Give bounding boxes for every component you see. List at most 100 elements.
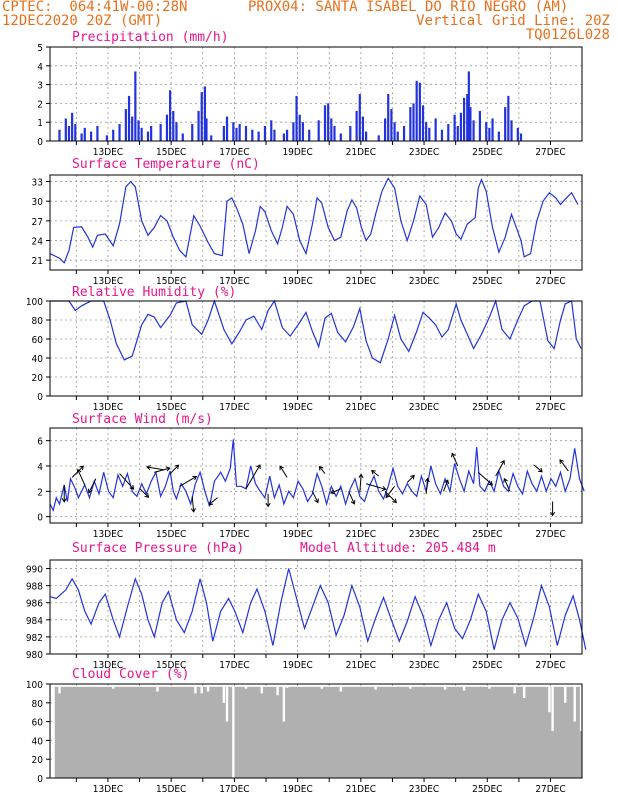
- cloud-gap: [51, 686, 55, 701]
- temp-line: [49, 177, 579, 264]
- precip-bar: [205, 118, 208, 141]
- precip-bar: [333, 125, 336, 141]
- precip-bar: [339, 133, 342, 141]
- precip-bar: [222, 125, 225, 141]
- precip-bar: [491, 118, 494, 141]
- precip-bar: [478, 110, 481, 141]
- rh-title: Relative Humidity (%): [72, 285, 236, 300]
- x-tick-label: 27DEC: [535, 402, 565, 413]
- wind-arrow-head: [330, 489, 336, 495]
- y-tick-label: 4: [37, 62, 43, 73]
- cloud-gap: [194, 686, 197, 694]
- precip-bar: [425, 122, 428, 141]
- rh-frame: [49, 300, 583, 397]
- wind-arrow-head: [87, 488, 93, 494]
- cloud-gap: [112, 686, 115, 689]
- x-tick-label: 25DEC: [472, 276, 502, 287]
- precip-bar: [71, 112, 74, 141]
- wind-title: Surface Wind (m/s): [72, 412, 213, 427]
- y-tick-label: 27: [32, 217, 43, 228]
- cloud-gap: [222, 686, 226, 703]
- y-tick-label: 40: [32, 354, 44, 365]
- wind-arrow-head: [381, 486, 387, 491]
- y-tick-label: 4: [37, 462, 43, 473]
- precip-bar: [244, 125, 248, 141]
- cloud-gap: [282, 686, 286, 722]
- wind-arrow-head: [318, 465, 324, 471]
- x-tick-label: 19DEC: [282, 660, 312, 671]
- y-tick-label: 80: [32, 699, 44, 710]
- cloud-gap: [260, 686, 263, 694]
- y-tick-label: 2: [37, 99, 43, 110]
- x-tick-label: 15DEC: [156, 784, 186, 795]
- y-tick-label: 60: [32, 335, 44, 346]
- precip-bar: [210, 135, 213, 141]
- precip-bar: [393, 122, 396, 141]
- precip-bar: [467, 71, 470, 141]
- precip-bar: [282, 133, 286, 141]
- x-tick-label: 19DEC: [282, 276, 312, 287]
- precip-bar: [516, 127, 519, 141]
- x-tick-label: 27DEC: [535, 147, 565, 158]
- precip-bar: [504, 107, 507, 141]
- y-tick-label: 20: [32, 755, 44, 766]
- wind-arrow: [371, 470, 380, 477]
- wind-arrow-head: [451, 452, 456, 458]
- precip-bar: [203, 86, 206, 141]
- x-tick-label: 27DEC: [535, 276, 565, 287]
- cloud-title: Cloud Cover (%): [72, 667, 189, 682]
- x-tick-label: 23DEC: [409, 276, 439, 287]
- precip-bar: [140, 127, 143, 141]
- y-tick-label: 33: [32, 178, 43, 189]
- wind-arrow-head: [265, 502, 271, 508]
- wind-arrow: [119, 473, 134, 490]
- cloud-gap: [156, 686, 159, 692]
- precip-bar: [169, 90, 172, 141]
- wind-arrow: [279, 465, 288, 478]
- precip-bar: [225, 116, 229, 141]
- wind-arrow-head: [444, 479, 450, 485]
- wind-arrow: [330, 488, 342, 494]
- wind-arrow: [495, 460, 505, 477]
- precip-bar: [472, 120, 475, 141]
- precip-bar: [181, 133, 184, 141]
- precip-bar: [159, 124, 162, 141]
- precip-bar: [131, 116, 134, 141]
- wind-arrow-head: [144, 493, 150, 498]
- cloud-gap: [579, 686, 583, 731]
- pres-title: Surface Pressure (hPa): [72, 541, 244, 556]
- wind-arrow: [139, 488, 149, 498]
- temp-frame: [49, 174, 583, 271]
- x-tick-label: 21DEC: [346, 784, 376, 795]
- precip-bar: [459, 112, 463, 141]
- wind-arrow-head: [410, 474, 415, 480]
- x-tick-label: 17DEC: [219, 660, 249, 671]
- precip-bar: [238, 124, 241, 141]
- x-tick-label: 25DEC: [472, 784, 502, 795]
- precip-bar: [67, 125, 71, 141]
- precip-bar: [383, 118, 387, 141]
- precip-bar: [453, 114, 456, 141]
- x-tick-label: 19DEC: [282, 784, 312, 795]
- precip-bar: [83, 127, 86, 141]
- precip-bar: [456, 125, 459, 141]
- y-tick-label: 0: [37, 137, 43, 148]
- wind-arrow-head: [385, 493, 391, 499]
- precip-bar: [488, 127, 491, 141]
- pres-frame: [49, 559, 583, 655]
- cloud-gap: [339, 686, 343, 692]
- precip-bar: [96, 125, 99, 141]
- x-tick-label: 13DEC: [93, 529, 123, 540]
- precip-bar: [355, 110, 358, 141]
- cloud-gap: [462, 686, 466, 691]
- x-tick-label: 15DEC: [156, 147, 186, 158]
- x-tick-label: 15DEC: [156, 529, 186, 540]
- x-tick-label: 25DEC: [472, 402, 502, 413]
- header-grid-line: Vertical Grid Line: 20Z: [416, 13, 610, 29]
- cloud-gap: [522, 686, 526, 699]
- wind-arrow: [169, 464, 179, 474]
- precip-bar: [421, 105, 425, 141]
- x-tick-label: 21DEC: [346, 660, 376, 671]
- cloud-gap: [409, 686, 412, 689]
- x-tick-label: 21DEC: [346, 276, 376, 287]
